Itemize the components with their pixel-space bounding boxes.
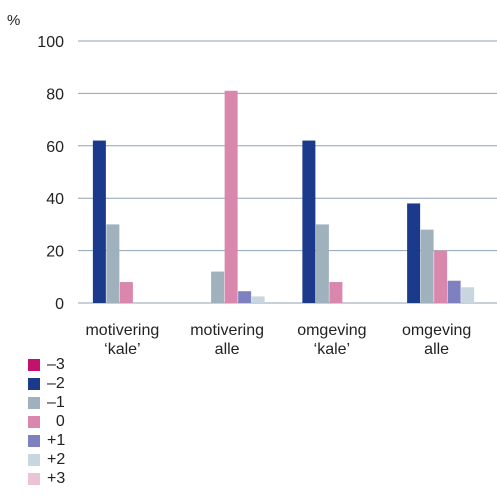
y-tick-label: 0 xyxy=(55,296,64,313)
bar xyxy=(211,271,225,303)
legend: –3 –2 –1 0 +1 +2 +3 xyxy=(28,355,65,488)
legend-swatch xyxy=(28,415,40,428)
bars xyxy=(92,90,475,303)
legend-swatch xyxy=(28,396,40,409)
bar xyxy=(329,282,343,303)
y-tick-labels: 0 20 40 60 80 100 xyxy=(37,34,64,313)
x-category-label: ‘kale’ xyxy=(104,341,140,358)
x-category-label: alle xyxy=(215,341,240,358)
bar xyxy=(251,296,265,303)
bar xyxy=(92,140,106,303)
legend-label: –2 xyxy=(47,375,65,392)
y-tick-label: 80 xyxy=(46,86,64,103)
legend-label: +3 xyxy=(47,470,66,487)
bar xyxy=(420,229,434,303)
bar xyxy=(407,203,421,303)
legend-item: +1 xyxy=(28,431,65,450)
legend-item: +3 xyxy=(28,469,65,488)
bar xyxy=(106,224,120,303)
x-category-label: ‘kale’ xyxy=(314,341,350,358)
legend-label: 0 xyxy=(47,413,65,430)
y-unit-label: % xyxy=(7,12,20,29)
legend-swatch xyxy=(28,472,40,485)
legend-swatch xyxy=(28,453,40,466)
bar xyxy=(461,287,475,303)
legend-item: –3 xyxy=(28,355,65,374)
legend-label: –3 xyxy=(47,356,65,373)
legend-item: –2 xyxy=(28,374,65,393)
x-category-label: omgeving xyxy=(402,322,471,339)
legend-swatch xyxy=(28,358,40,371)
x-category-label: motivering xyxy=(85,322,159,339)
bar xyxy=(224,90,238,303)
bar xyxy=(238,291,252,303)
legend-label: +1 xyxy=(47,432,66,449)
bar xyxy=(119,282,133,303)
x-category-label: motivering xyxy=(190,322,264,339)
legend-item: 0 xyxy=(28,412,65,431)
bar xyxy=(434,250,448,303)
y-tick-label: 20 xyxy=(46,244,64,261)
legend-item: +2 xyxy=(28,450,65,469)
legend-label: –1 xyxy=(47,394,65,411)
legend-swatch xyxy=(28,377,40,390)
bar xyxy=(447,280,461,303)
legend-swatch xyxy=(28,434,40,447)
bar xyxy=(315,224,329,303)
legend-item: –1 xyxy=(28,393,65,412)
x-category-label: omgeving xyxy=(297,322,366,339)
y-tick-label: 40 xyxy=(46,191,64,208)
x-category-label: alle xyxy=(424,341,449,358)
bar xyxy=(302,140,316,303)
y-tick-label: 100 xyxy=(37,34,64,51)
legend-label: +2 xyxy=(47,451,66,468)
x-category-labels: motivering ‘kale’ motivering alle omgeving ‘k… xyxy=(85,322,471,358)
y-tick-label: 60 xyxy=(46,139,64,156)
